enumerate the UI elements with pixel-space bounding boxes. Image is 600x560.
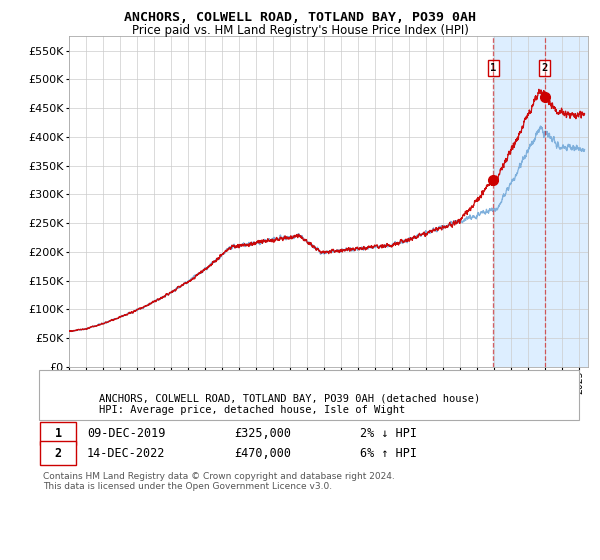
Text: Price paid vs. HM Land Registry's House Price Index (HPI): Price paid vs. HM Land Registry's House … xyxy=(131,24,469,37)
Bar xyxy=(493,36,600,367)
Text: 2% ↓ HPI: 2% ↓ HPI xyxy=(360,427,417,440)
Text: 09-DEC-2019: 09-DEC-2019 xyxy=(87,427,166,440)
Text: 1: 1 xyxy=(490,63,497,73)
Text: Contains HM Land Registry data © Crown copyright and database right 2024.
This d: Contains HM Land Registry data © Crown c… xyxy=(43,472,395,491)
Text: 14-DEC-2022: 14-DEC-2022 xyxy=(87,446,166,460)
Text: 2: 2 xyxy=(55,446,62,460)
Text: £470,000: £470,000 xyxy=(234,446,291,460)
Text: 6% ↑ HPI: 6% ↑ HPI xyxy=(360,446,417,460)
Text: 2: 2 xyxy=(541,63,548,73)
Text: 1: 1 xyxy=(55,427,62,440)
Text: HPI: Average price, detached house, Isle of Wight: HPI: Average price, detached house, Isle… xyxy=(99,405,405,416)
Text: ANCHORS, COLWELL ROAD, TOTLAND BAY, PO39 0AH: ANCHORS, COLWELL ROAD, TOTLAND BAY, PO39… xyxy=(124,11,476,24)
Text: £325,000: £325,000 xyxy=(234,427,291,440)
Text: ANCHORS, COLWELL ROAD, TOTLAND BAY, PO39 0AH (detached house): ANCHORS, COLWELL ROAD, TOTLAND BAY, PO39… xyxy=(99,393,480,403)
